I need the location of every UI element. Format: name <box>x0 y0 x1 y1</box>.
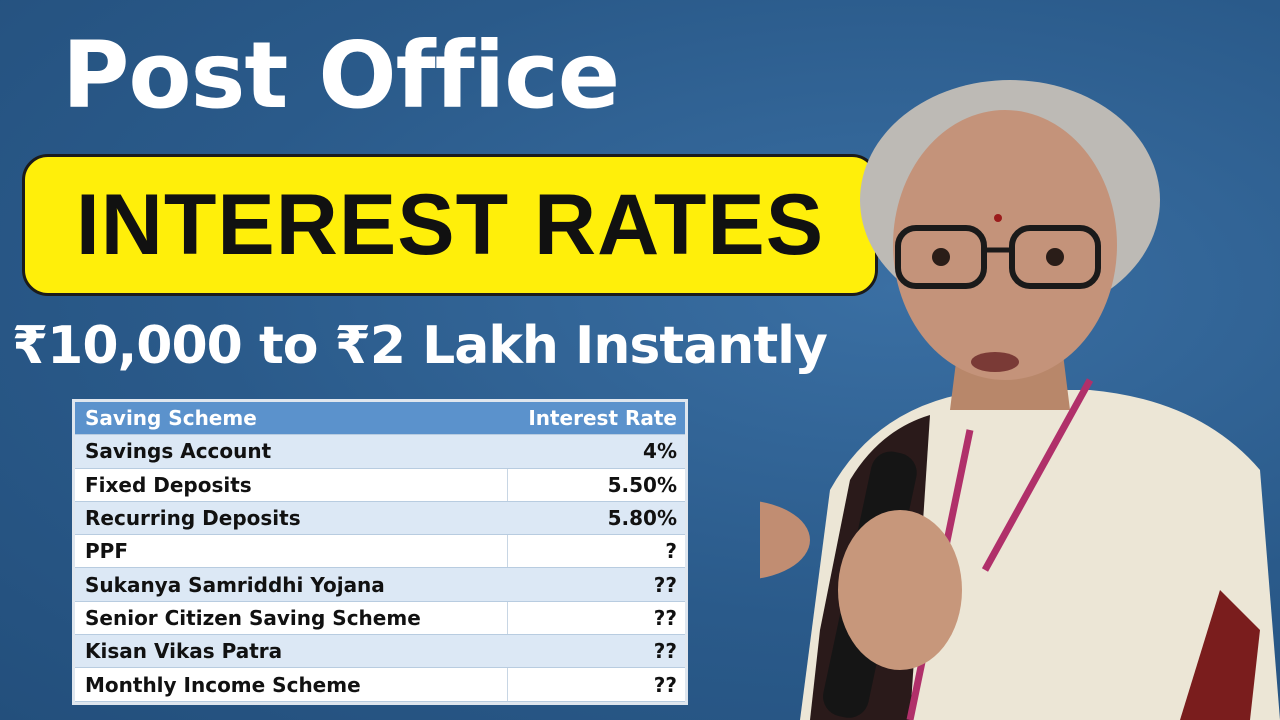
glasses-right <box>1009 225 1101 289</box>
banner-text: INTEREST RATES <box>75 176 825 273</box>
bindi <box>994 214 1002 222</box>
scheme-name: Kisan Vikas Patra <box>85 639 283 664</box>
interest-rate-table: Saving Scheme Interest Rate Savings Acco… <box>72 399 688 705</box>
scheme-name: PPF <box>85 539 128 564</box>
table-row: Kisan Vikas Patra?? <box>75 635 685 669</box>
scheme-rate: ?? <box>507 668 685 701</box>
scheme-name: Savings Account <box>85 439 272 464</box>
header-rate: Interest Rate <box>528 406 677 431</box>
scheme-rate: ?? <box>653 639 677 664</box>
scheme-rate: 4% <box>643 439 677 464</box>
pointing-hand <box>760 501 810 579</box>
table-row: Senior Citizen Saving Scheme?? <box>75 601 685 636</box>
table-row: Fixed Deposits 5.50% <box>75 468 685 502</box>
mouth <box>971 352 1019 372</box>
scheme-rate: ?? <box>507 601 685 635</box>
holding-hand <box>838 510 962 670</box>
scheme-rate: 5.80% <box>607 506 677 531</box>
scheme-rate: ? <box>507 535 685 568</box>
speaker-photo <box>760 80 1280 720</box>
scheme-name: Monthly Income Scheme <box>85 672 361 697</box>
table-row: PPF? <box>75 535 685 569</box>
scheme-rate: ?? <box>653 572 677 597</box>
scheme-name: Senior Citizen Saving Scheme <box>85 605 421 630</box>
table-row: Sukanya Samriddhi Yojana?? <box>75 568 685 602</box>
table-row: Savings Account 4% <box>75 435 685 469</box>
saree-border <box>1180 590 1260 720</box>
glasses-left <box>895 225 987 289</box>
table-row: Monthly Income Scheme?? <box>75 668 685 702</box>
scheme-name: Fixed Deposits <box>85 472 252 497</box>
scheme-name: Recurring Deposits <box>85 506 301 531</box>
table-header: Saving Scheme Interest Rate <box>75 402 685 436</box>
subheadline: ₹10,000 to ₹2 Lakh Instantly <box>12 316 828 376</box>
headline: Post Office <box>62 22 620 129</box>
header-scheme: Saving Scheme <box>85 406 257 431</box>
scheme-rate: 5.50% <box>507 468 685 501</box>
scheme-name: Sukanya Samriddhi Yojana <box>85 572 385 597</box>
face <box>893 110 1117 380</box>
banner: INTEREST RATES <box>22 154 878 296</box>
table-row: Recurring Deposits 5.80% <box>75 501 685 536</box>
